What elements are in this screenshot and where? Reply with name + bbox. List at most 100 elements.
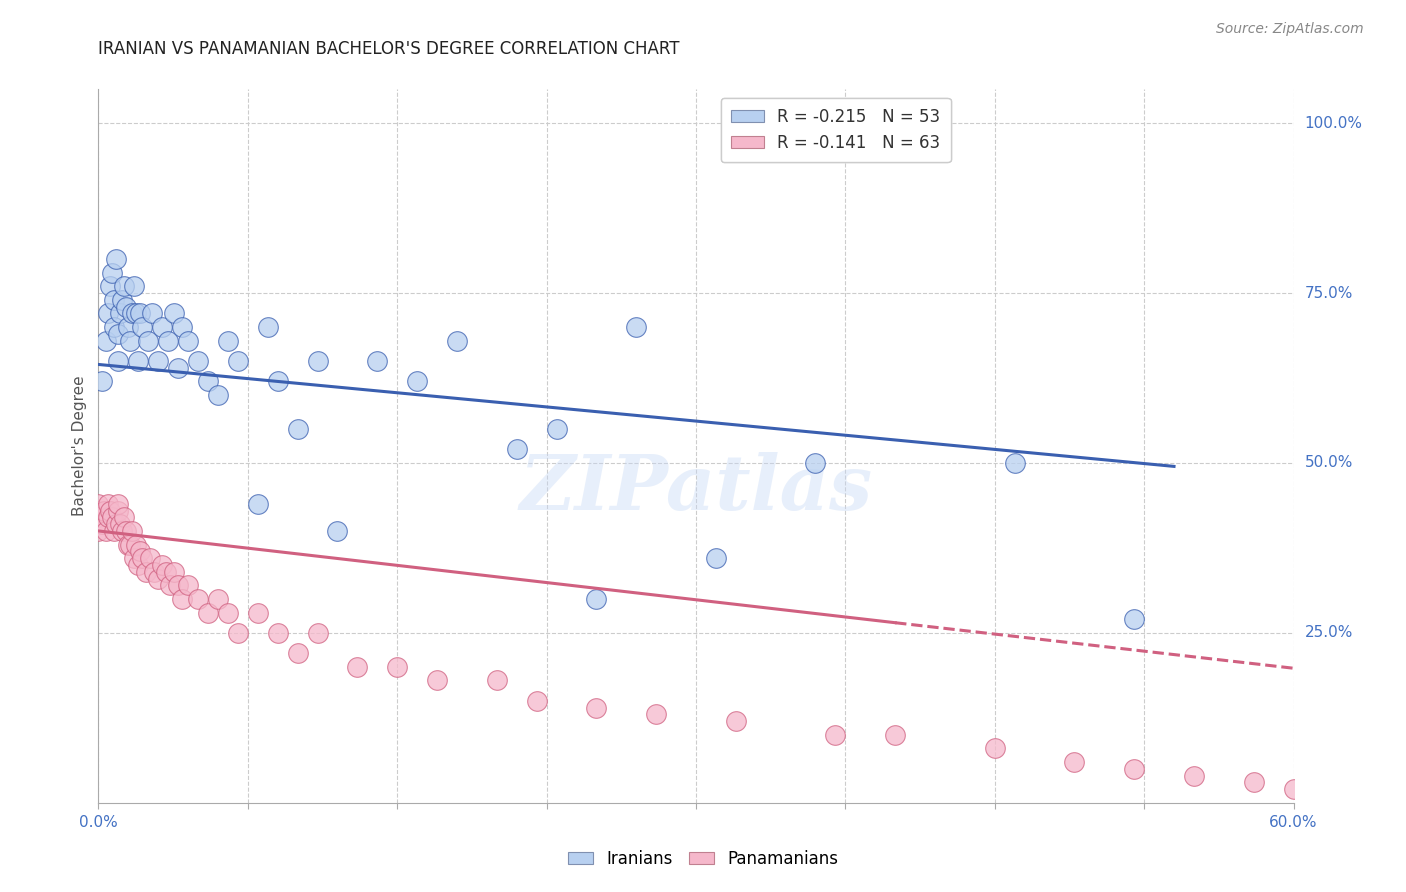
Point <box>187 591 209 606</box>
Point <box>93 503 115 517</box>
Point <box>97 510 120 524</box>
Point <box>87 497 110 511</box>
Point <box>256 320 278 334</box>
Point <box>103 320 125 334</box>
Point <box>110 306 132 320</box>
Point <box>98 503 122 517</box>
Point <box>97 306 120 320</box>
Point <box>346 660 368 674</box>
Point <box>141 306 163 320</box>
Text: Source: ZipAtlas.com: Source: ZipAtlas.com <box>1216 22 1364 37</box>
Point <box>98 279 122 293</box>
Point <box>103 524 125 538</box>
Point <box>724 714 747 729</box>
Point <box>107 326 129 341</box>
Point <box>307 626 329 640</box>
Point <box>585 700 607 714</box>
Point <box>87 524 110 538</box>
Point <box>131 320 153 334</box>
Legend: Iranians, Panamanians: Iranians, Panamanians <box>561 844 845 875</box>
Point <box>105 517 128 532</box>
Point <box>125 537 148 551</box>
Point <box>217 606 239 620</box>
Point <box>163 306 186 320</box>
Point <box>117 320 139 334</box>
Point <box>645 707 668 722</box>
Point <box>124 551 146 566</box>
Point <box>267 626 290 640</box>
Point <box>804 456 827 470</box>
Point <box>824 728 846 742</box>
Point <box>97 497 120 511</box>
Point <box>117 537 139 551</box>
Point <box>155 565 177 579</box>
Point <box>107 503 129 517</box>
Point <box>121 306 143 320</box>
Point <box>1182 769 1205 783</box>
Point <box>884 728 907 742</box>
Point <box>124 279 146 293</box>
Point <box>704 551 727 566</box>
Point <box>96 334 118 348</box>
Point <box>385 660 409 674</box>
Point <box>96 524 118 538</box>
Point <box>983 741 1005 756</box>
Point <box>139 551 162 566</box>
Point <box>127 354 149 368</box>
Point <box>406 375 429 389</box>
Point <box>287 646 309 660</box>
Point <box>150 558 173 572</box>
Point <box>107 354 129 368</box>
Point <box>177 578 200 592</box>
Point <box>426 673 449 688</box>
Y-axis label: Bachelor's Degree: Bachelor's Degree <box>72 376 87 516</box>
Text: 100.0%: 100.0% <box>1305 116 1362 131</box>
Point <box>172 591 194 606</box>
Point <box>506 442 529 457</box>
Point <box>287 422 309 436</box>
Point <box>485 673 508 688</box>
Point <box>446 334 468 348</box>
Point <box>226 626 249 640</box>
Point <box>110 517 132 532</box>
Point <box>326 524 349 538</box>
Point <box>1282 782 1305 797</box>
Point <box>167 578 190 592</box>
Point <box>101 266 124 280</box>
Point <box>624 320 647 334</box>
Point <box>1123 762 1146 776</box>
Point <box>125 306 148 320</box>
Point <box>167 360 190 375</box>
Point <box>267 375 290 389</box>
Point <box>115 300 138 314</box>
Point <box>207 388 229 402</box>
Point <box>546 422 568 436</box>
Point <box>197 375 219 389</box>
Point <box>112 279 135 293</box>
Point <box>107 497 129 511</box>
Point <box>526 694 548 708</box>
Legend: R = -0.215   N = 53, R = -0.141   N = 63: R = -0.215 N = 53, R = -0.141 N = 63 <box>721 97 950 161</box>
Text: IRANIAN VS PANAMANIAN BACHELOR'S DEGREE CORRELATION CHART: IRANIAN VS PANAMANIAN BACHELOR'S DEGREE … <box>98 40 681 58</box>
Point <box>143 565 166 579</box>
Point <box>585 591 607 606</box>
Point <box>1243 775 1265 789</box>
Point <box>150 320 173 334</box>
Point <box>187 354 209 368</box>
Point <box>136 334 159 348</box>
Point <box>148 572 170 586</box>
Point <box>163 565 186 579</box>
Text: 75.0%: 75.0% <box>1305 285 1353 301</box>
Text: ZIPatlas: ZIPatlas <box>519 452 873 525</box>
Text: 50.0%: 50.0% <box>1305 456 1353 470</box>
Point <box>246 497 269 511</box>
Point <box>101 510 124 524</box>
Point <box>91 375 114 389</box>
Point <box>111 293 134 307</box>
Point <box>120 334 142 348</box>
Point <box>148 354 170 368</box>
Point <box>197 606 219 620</box>
Point <box>177 334 200 348</box>
Point <box>207 591 229 606</box>
Point <box>111 524 134 538</box>
